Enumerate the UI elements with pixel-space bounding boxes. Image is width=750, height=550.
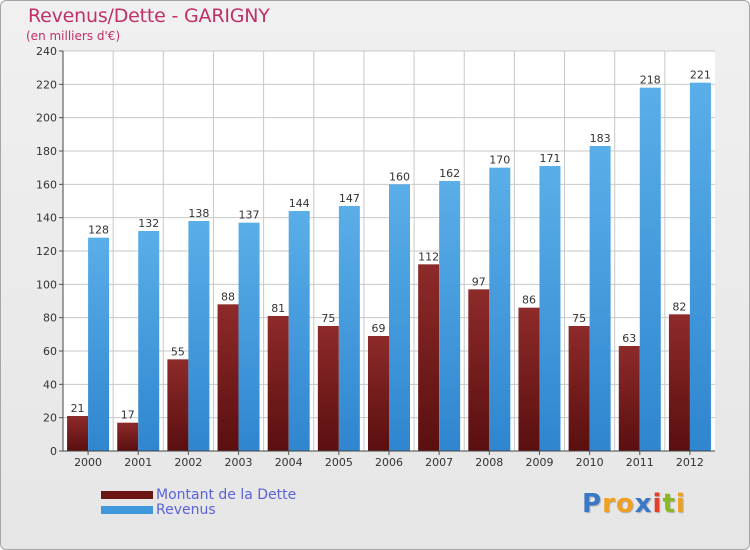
data-label-debt: 21: [71, 402, 85, 415]
data-label-revenue: 162: [439, 167, 460, 180]
x-tick-label: 2011: [626, 456, 654, 469]
data-label-revenue: 132: [138, 217, 159, 230]
bar-revenue: [88, 237, 110, 451]
y-tick-label: 200: [36, 112, 57, 125]
data-label-revenue: 137: [239, 209, 260, 222]
bar-debt: [418, 264, 440, 451]
legend-label-revenue: Revenus: [156, 501, 216, 518]
bar-revenue: [639, 87, 661, 452]
bar-revenue: [288, 211, 310, 451]
x-tick-label: 2006: [375, 456, 403, 469]
data-label-revenue: 183: [590, 132, 611, 145]
bar-debt: [267, 316, 289, 451]
logo-letter: x: [634, 489, 653, 519]
data-label-debt: 97: [472, 275, 486, 288]
bar-debt: [117, 422, 139, 451]
data-label-debt: 55: [171, 345, 185, 358]
data-label-revenue: 171: [539, 152, 560, 165]
y-tick-label: 120: [36, 245, 57, 258]
data-label-debt: 75: [572, 312, 586, 325]
bar-revenue: [439, 181, 461, 451]
data-label-debt: 112: [418, 250, 439, 263]
bar-revenue: [489, 167, 511, 451]
logo-letter: i: [652, 489, 663, 519]
y-tick-label: 140: [36, 212, 57, 225]
bar-revenue: [188, 221, 210, 451]
bar-revenue: [338, 206, 360, 451]
data-label-debt: 69: [372, 322, 386, 335]
data-label-debt: 88: [221, 290, 235, 303]
bar-debt: [468, 289, 490, 451]
bar-debt: [317, 326, 339, 451]
y-tick-label: 20: [43, 412, 57, 425]
logo-letter: i: [675, 489, 686, 519]
y-tick-label: 100: [36, 278, 57, 291]
data-label-debt: 17: [121, 409, 135, 422]
bar-debt: [167, 359, 189, 451]
x-tick-label: 2007: [425, 456, 453, 469]
bar-revenue: [539, 166, 561, 451]
data-label-revenue: 144: [289, 197, 310, 210]
bar-debt: [568, 326, 590, 451]
y-tick-label: 80: [43, 312, 57, 325]
bar-debt: [668, 314, 690, 451]
x-tick-label: 2005: [325, 456, 353, 469]
bar-revenue: [138, 231, 160, 451]
bar-debt: [67, 416, 89, 451]
x-tick-label: 2004: [275, 456, 303, 469]
legend: Montant de la Dette Revenus: [101, 486, 297, 518]
data-label-revenue: 221: [690, 69, 711, 82]
bar-revenue: [389, 184, 410, 452]
bar-debt: [368, 336, 389, 451]
bar-debt: [217, 304, 239, 451]
logo-letter: t: [662, 489, 676, 519]
x-tick-label: 2012: [676, 456, 704, 469]
bar-revenue: [238, 222, 260, 451]
y-tick-label: 240: [36, 45, 57, 58]
y-tick-label: 160: [36, 178, 57, 191]
data-label-debt: 81: [271, 302, 285, 315]
x-tick-label: 2010: [576, 456, 604, 469]
x-tick-label: 2003: [225, 456, 253, 469]
y-tick-label: 40: [43, 378, 57, 391]
bar-revenue: [689, 82, 711, 452]
legend-swatch-debt: [101, 490, 153, 499]
y-tick-label: 0: [50, 445, 57, 458]
data-label-debt: 75: [321, 312, 335, 325]
data-label-revenue: 170: [489, 154, 510, 167]
x-tick-label: 2008: [475, 456, 503, 469]
logo-letter: P: [582, 489, 603, 519]
data-label-debt: 86: [522, 294, 536, 307]
data-label-revenue: 218: [640, 74, 661, 87]
bar-debt: [618, 346, 640, 451]
proxiti-logo: Proxiti: [582, 489, 686, 519]
y-tick-label: 220: [36, 78, 57, 91]
chart-subtitle: (en milliers d'€): [26, 29, 121, 43]
x-tick-label: 2000: [74, 456, 102, 469]
data-label-debt: 82: [672, 300, 686, 313]
data-label-revenue: 147: [339, 192, 360, 205]
logo-letter: r: [602, 489, 616, 519]
data-label-revenue: 138: [188, 207, 209, 220]
x-tick-label: 2002: [174, 456, 202, 469]
data-label-revenue: 160: [389, 170, 410, 183]
legend-swatch-revenue: [101, 505, 153, 514]
logo-letter: o: [615, 489, 635, 519]
y-tick-label: 180: [36, 145, 57, 158]
x-tick-label: 2001: [124, 456, 152, 469]
x-tick-label: 2009: [525, 456, 553, 469]
chart-title: Revenus/Dette - GARIGNY: [28, 5, 270, 27]
legend-item-revenue: Revenus: [101, 501, 296, 518]
bar-revenue: [589, 146, 611, 451]
legend-item-debt: Montant de la Dette: [101, 486, 297, 503]
legend-label-debt: Montant de la Dette: [156, 486, 297, 503]
y-tick-label: 60: [43, 345, 57, 358]
bar-debt: [518, 307, 540, 451]
data-label-revenue: 128: [88, 224, 109, 237]
data-label-debt: 63: [622, 332, 636, 345]
